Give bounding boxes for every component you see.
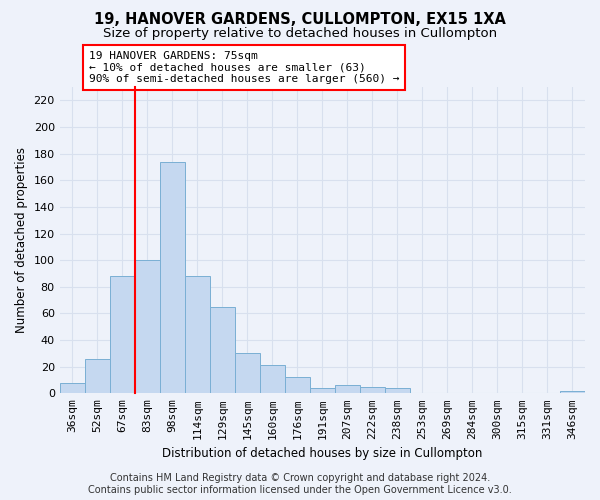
Bar xyxy=(59,382,85,394)
Bar xyxy=(385,388,410,394)
Bar xyxy=(310,388,335,394)
Bar xyxy=(360,386,385,394)
Text: Contains HM Land Registry data © Crown copyright and database right 2024.
Contai: Contains HM Land Registry data © Crown c… xyxy=(88,474,512,495)
Bar xyxy=(235,354,260,394)
Bar xyxy=(160,162,185,394)
X-axis label: Distribution of detached houses by size in Cullompton: Distribution of detached houses by size … xyxy=(162,447,482,460)
Bar xyxy=(135,260,160,394)
Bar xyxy=(285,378,310,394)
Text: 19 HANOVER GARDENS: 75sqm
← 10% of detached houses are smaller (63)
90% of semi-: 19 HANOVER GARDENS: 75sqm ← 10% of detac… xyxy=(89,51,399,84)
Text: Size of property relative to detached houses in Cullompton: Size of property relative to detached ho… xyxy=(103,28,497,40)
Bar xyxy=(85,358,110,394)
Bar xyxy=(335,386,360,394)
Bar xyxy=(210,307,235,394)
Y-axis label: Number of detached properties: Number of detached properties xyxy=(15,147,28,333)
Bar xyxy=(185,276,210,394)
Text: 19, HANOVER GARDENS, CULLOMPTON, EX15 1XA: 19, HANOVER GARDENS, CULLOMPTON, EX15 1X… xyxy=(94,12,506,28)
Bar xyxy=(260,366,285,394)
Bar xyxy=(110,276,135,394)
Bar xyxy=(560,390,585,394)
